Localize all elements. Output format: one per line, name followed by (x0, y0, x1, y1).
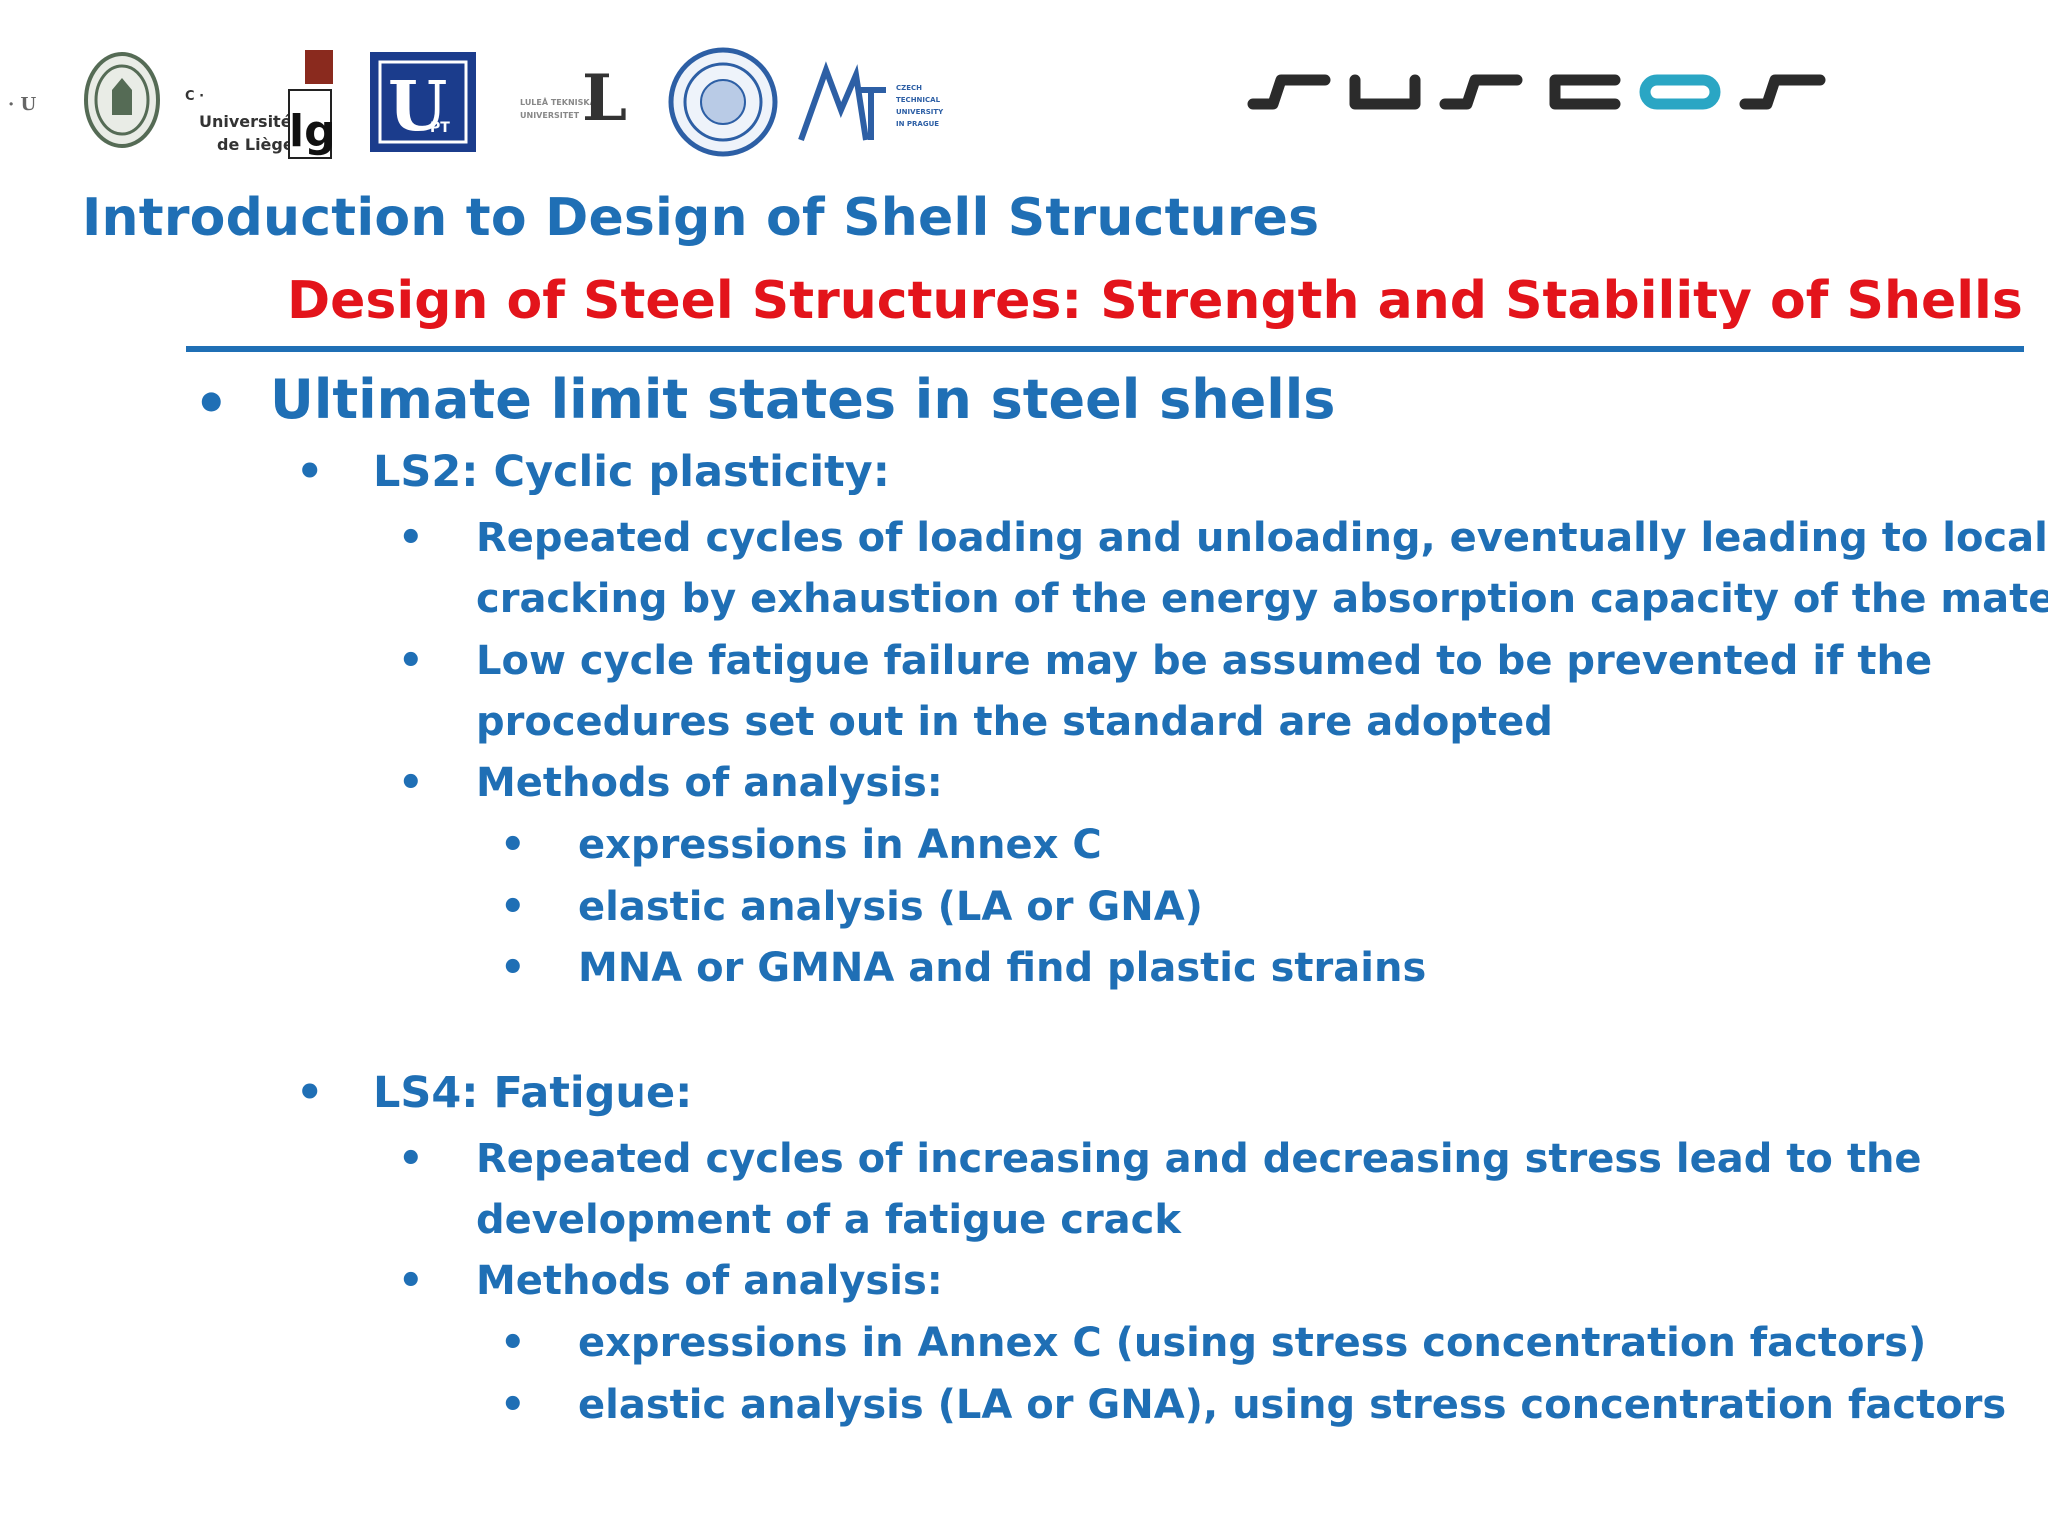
bullet-marker: • (398, 515, 424, 561)
svg-text:PT: PT (430, 120, 450, 136)
ls2-method-item: expressions in Annex C (578, 822, 1102, 868)
svg-text:lg: lg (289, 106, 336, 157)
ls4-method-item: elastic analysis (LA or GNA), using stre… (578, 1382, 2007, 1428)
bullet-marker: • (398, 638, 424, 684)
upt-logo-icon: U PT (370, 52, 476, 152)
suscos-logo-icon (1247, 74, 1826, 110)
slide-subtitle: Design of Steel Structures: Strength and… (287, 271, 2023, 331)
ls4-methods-heading: Methods of analysis: (476, 1258, 943, 1304)
bullet-marker: • (194, 372, 229, 435)
ls2-point1-line1: Repeated cycles of loading and unloading… (476, 515, 2048, 561)
svg-text:· U: · U (8, 94, 37, 115)
ls2-point2-line2: procedures set out in the standard are a… (476, 699, 1553, 745)
svg-text:UNIVERSITY: UNIVERSITY (896, 108, 944, 116)
lulea-logo-icon: LULEÅ TEKNISKA UNIVERSITET L (520, 61, 627, 136)
naples-seal-icon (668, 47, 778, 157)
svg-text:Université: Université (199, 112, 292, 131)
bullet-marker: • (500, 822, 526, 868)
partner-logos: · U C · Université de Liège lg U PT LULE… (0, 40, 980, 170)
ctu-prague-logo-icon: CZECH TECHNICAL UNIVERSITY IN PRAGUE (798, 61, 944, 142)
slide-title: Introduction to Design of Shell Structur… (82, 188, 1320, 248)
ls4-heading: LS4: Fatigue: (373, 1068, 693, 1118)
svg-text:UNIVERSITET: UNIVERSITET (520, 111, 580, 120)
bullet-marker: • (500, 1382, 526, 1428)
ls2-heading: LS2: Cyclic plasticity: (373, 447, 890, 497)
ls2-methods-heading: Methods of analysis: (476, 760, 943, 806)
bullet-marker: • (398, 1136, 424, 1182)
svg-text:IN PRAGUE: IN PRAGUE (896, 120, 939, 128)
ls4-point1-line1: Repeated cycles of increasing and decrea… (476, 1136, 1922, 1182)
svg-text:TECHNICAL: TECHNICAL (896, 96, 941, 104)
ls2-method-item: MNA or GMNA and find plastic strains (578, 945, 1427, 991)
ls4-method-item: expressions in Annex C (using stress con… (578, 1320, 1927, 1366)
svg-text:L: L (582, 61, 627, 136)
ls2-point1-line2: cracking by exhaustion of the energy abs… (476, 576, 2048, 622)
ls4-point1-line2: development of a fatigue crack (476, 1197, 1181, 1243)
ulg-logo-icon: C · Université de Liège lg (185, 50, 336, 159)
bullet-marker: • (500, 884, 526, 930)
svg-text:C ·: C · (185, 89, 204, 104)
svg-text:U: U (388, 67, 447, 147)
bullet-marker: • (398, 760, 424, 806)
svg-text:LULEÅ TEKNISKA: LULEÅ TEKNISKA (520, 97, 597, 107)
svg-text:CZECH: CZECH (896, 84, 922, 92)
header-divider (186, 346, 2024, 352)
bullet-marker: • (500, 1320, 526, 1366)
bullet-marker: • (398, 1258, 424, 1304)
bullet-marker: • (296, 447, 324, 497)
university-seal-icon: · U (8, 94, 37, 115)
bullet-marker: • (296, 1068, 324, 1118)
university-seal-icon (84, 52, 160, 148)
svg-text:de Liège: de Liège (217, 135, 294, 154)
main-bullet: Ultimate limit states in steel shells (270, 368, 1336, 431)
ls2-point2-line1: Low cycle fatigue failure may be assumed… (476, 638, 1933, 684)
ls2-method-item: elastic analysis (LA or GNA) (578, 884, 1203, 930)
bullet-marker: • (500, 945, 526, 991)
